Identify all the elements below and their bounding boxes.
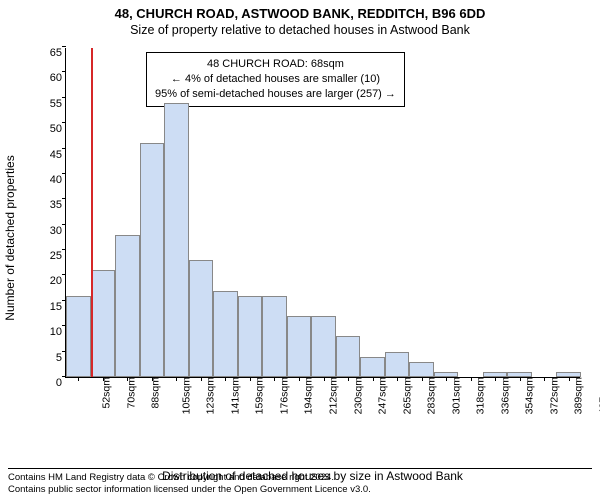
x-tick-label: 283sqm (425, 377, 437, 414)
x-tick-mark (274, 377, 275, 381)
y-axis-label: Number of detached properties (3, 155, 17, 320)
annotation-box: 48 CHURCH ROAD: 68sqm ← 4% of detached h… (146, 52, 405, 107)
y-tick-label: 55 (38, 98, 62, 110)
x-tick-mark (152, 377, 153, 381)
x-tick-label: 265sqm (401, 377, 413, 414)
x-tick-mark (250, 377, 251, 381)
footer: Contains HM Land Registry data © Crown c… (8, 468, 592, 496)
x-tick-mark (446, 377, 447, 381)
x-tick-label: 301sqm (450, 377, 462, 414)
histogram-bar (115, 235, 140, 377)
histogram-bar (385, 352, 410, 377)
y-tick-label: 20 (38, 275, 62, 287)
x-tick-label: 194sqm (303, 377, 315, 414)
y-tick-label: 50 (38, 123, 62, 135)
x-tick-mark (471, 377, 472, 381)
y-tick-label: 45 (38, 149, 62, 161)
y-tick-mark (62, 122, 66, 123)
y-tick-mark (62, 71, 66, 72)
x-tick-mark (299, 377, 300, 381)
annotation-line2: ← 4% of detached houses are smaller (10) (155, 72, 396, 87)
x-tick-mark (373, 377, 374, 381)
y-tick-label: 65 (38, 47, 62, 59)
x-tick-label: 230sqm (352, 377, 364, 414)
y-tick-label: 0 (38, 377, 62, 389)
reference-line (91, 48, 93, 377)
x-tick-label: 212sqm (327, 377, 339, 414)
x-tick-mark (127, 377, 128, 381)
histogram-bar (66, 296, 91, 377)
histogram-bar (213, 291, 238, 377)
x-tick-mark (495, 377, 496, 381)
x-tick-mark (324, 377, 325, 381)
x-tick-label: 354sqm (524, 377, 536, 414)
y-tick-mark (62, 148, 66, 149)
y-tick-mark (62, 224, 66, 225)
x-tick-mark (544, 377, 545, 381)
x-tick-label: 123sqm (205, 377, 217, 414)
y-tick-mark (62, 46, 66, 47)
histogram-bar (409, 362, 434, 377)
footer-line1: Contains HM Land Registry data © Crown c… (8, 472, 592, 484)
histogram-bar (360, 357, 385, 377)
y-tick-label: 60 (38, 72, 62, 84)
histogram-bar (262, 296, 287, 377)
x-tick-mark (397, 377, 398, 381)
x-tick-label: 159sqm (254, 377, 266, 414)
x-tick-label: 372sqm (548, 377, 560, 414)
histogram-bar (140, 143, 165, 377)
y-tick-label: 5 (38, 352, 62, 364)
y-tick-label: 40 (38, 174, 62, 186)
x-tick-mark (348, 377, 349, 381)
x-tick-mark (225, 377, 226, 381)
y-tick-label: 35 (38, 199, 62, 211)
plot-area: 48 CHURCH ROAD: 68sqm ← 4% of detached h… (65, 48, 580, 378)
annotation-line1: 48 CHURCH ROAD: 68sqm (155, 57, 396, 72)
x-tick-mark (78, 377, 79, 381)
x-tick-label: 336sqm (499, 377, 511, 414)
chart-title: 48, CHURCH ROAD, ASTWOOD BANK, REDDITCH,… (0, 6, 600, 21)
x-tick-label: 52sqm (101, 377, 113, 409)
x-tick-mark (520, 377, 521, 381)
x-tick-mark (422, 377, 423, 381)
footer-line2: Contains public sector information licen… (8, 484, 592, 496)
y-tick-mark (62, 97, 66, 98)
y-tick-mark (62, 198, 66, 199)
x-tick-mark (569, 377, 570, 381)
histogram-bar (91, 270, 116, 377)
y-tick-label: 25 (38, 250, 62, 262)
chart-title-block: 48, CHURCH ROAD, ASTWOOD BANK, REDDITCH,… (0, 0, 600, 37)
x-tick-label: 318sqm (474, 377, 486, 414)
x-tick-label: 176sqm (278, 377, 290, 414)
histogram-bar (164, 103, 189, 377)
x-tick-label: 389sqm (573, 377, 585, 414)
y-tick-label: 15 (38, 301, 62, 313)
y-tick-mark (62, 173, 66, 174)
y-tick-label: 30 (38, 225, 62, 237)
histogram-bar (287, 316, 312, 377)
histogram-bar (336, 336, 361, 377)
y-tick-mark (62, 274, 66, 275)
annotation-line3: 95% of semi-detached houses are larger (… (155, 87, 396, 102)
chart-subtitle: Size of property relative to detached ho… (0, 23, 600, 37)
x-tick-mark (176, 377, 177, 381)
histogram-bar (311, 316, 336, 377)
histogram-bar (238, 296, 263, 377)
y-tick-mark (62, 249, 66, 250)
y-tick-label: 10 (38, 326, 62, 338)
x-tick-label: 141sqm (229, 377, 241, 414)
x-tick-label: 70sqm (125, 377, 137, 409)
x-tick-label: 88sqm (150, 377, 162, 409)
histogram-bar (189, 260, 214, 377)
x-tick-mark (201, 377, 202, 381)
chart-area: Number of detached properties 48 CHURCH … (40, 40, 585, 435)
x-tick-label: 105sqm (180, 377, 192, 414)
x-tick-mark (103, 377, 104, 381)
x-tick-label: 247sqm (376, 377, 388, 414)
